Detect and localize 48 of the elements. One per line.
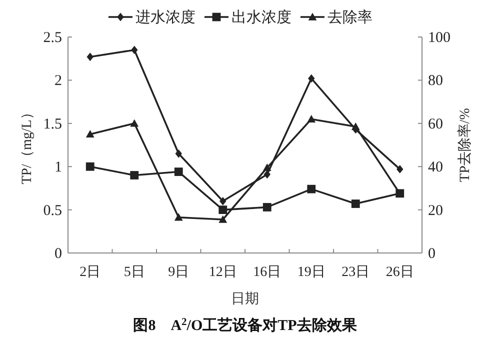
point — [262, 163, 272, 172]
point — [351, 200, 360, 208]
point — [220, 196, 226, 206]
y-tick-label: 0 — [54, 246, 62, 262]
point — [218, 215, 228, 223]
point — [351, 122, 360, 130]
point — [307, 114, 316, 122]
y2-tick-label: 20 — [428, 202, 443, 219]
y-tick-label: 2.5 — [43, 30, 62, 46]
legend-label: 进水浓度 — [136, 9, 196, 26]
x-tick-label: 5日 — [124, 265, 145, 280]
x-tick-label: 16日 — [253, 265, 282, 280]
point — [174, 168, 183, 176]
y-tick-label: 1 — [54, 160, 62, 176]
point — [175, 149, 182, 158]
point — [262, 203, 272, 212]
x-tick-label: 26日 — [386, 265, 414, 280]
x-tick-label: 23日 — [342, 265, 370, 280]
y2-tick-label: 0 — [428, 246, 436, 262]
point — [86, 162, 94, 171]
point — [86, 52, 94, 62]
point — [308, 74, 315, 83]
x-tick-label: 2日 — [80, 265, 101, 280]
point — [86, 130, 94, 138]
x-axis-title: 日期 — [231, 291, 259, 307]
point — [130, 119, 139, 127]
point — [396, 164, 404, 174]
legend-label: 去除率 — [328, 9, 372, 26]
y2-tick-label: 60 — [428, 116, 443, 132]
y2-axis-title: TP去除率/% — [457, 108, 473, 182]
point — [307, 184, 316, 194]
point — [264, 170, 270, 179]
y-tick-label: 2 — [54, 73, 62, 90]
legend-label: 出水浓度 — [232, 9, 292, 26]
y2-tick-label: 40 — [428, 160, 443, 176]
y-tick-label: 0.5 — [43, 202, 62, 219]
y2-tick-label: 100 — [428, 30, 450, 46]
x-tick-label: 12日 — [208, 265, 237, 280]
y-axis-title: TP/（mg/L） — [20, 106, 35, 184]
x-tick-label: 19日 — [297, 265, 326, 280]
point — [174, 213, 183, 221]
point — [130, 171, 139, 180]
x-tick-label: 9日 — [168, 265, 190, 280]
y-tick-label: 1.5 — [43, 116, 62, 132]
text: 图8 A$^{2}$/O工艺设备对TP去除效果 — [133, 316, 358, 334]
point — [218, 206, 228, 214]
point — [131, 46, 138, 54]
y2-tick-label: 80 — [428, 73, 443, 90]
